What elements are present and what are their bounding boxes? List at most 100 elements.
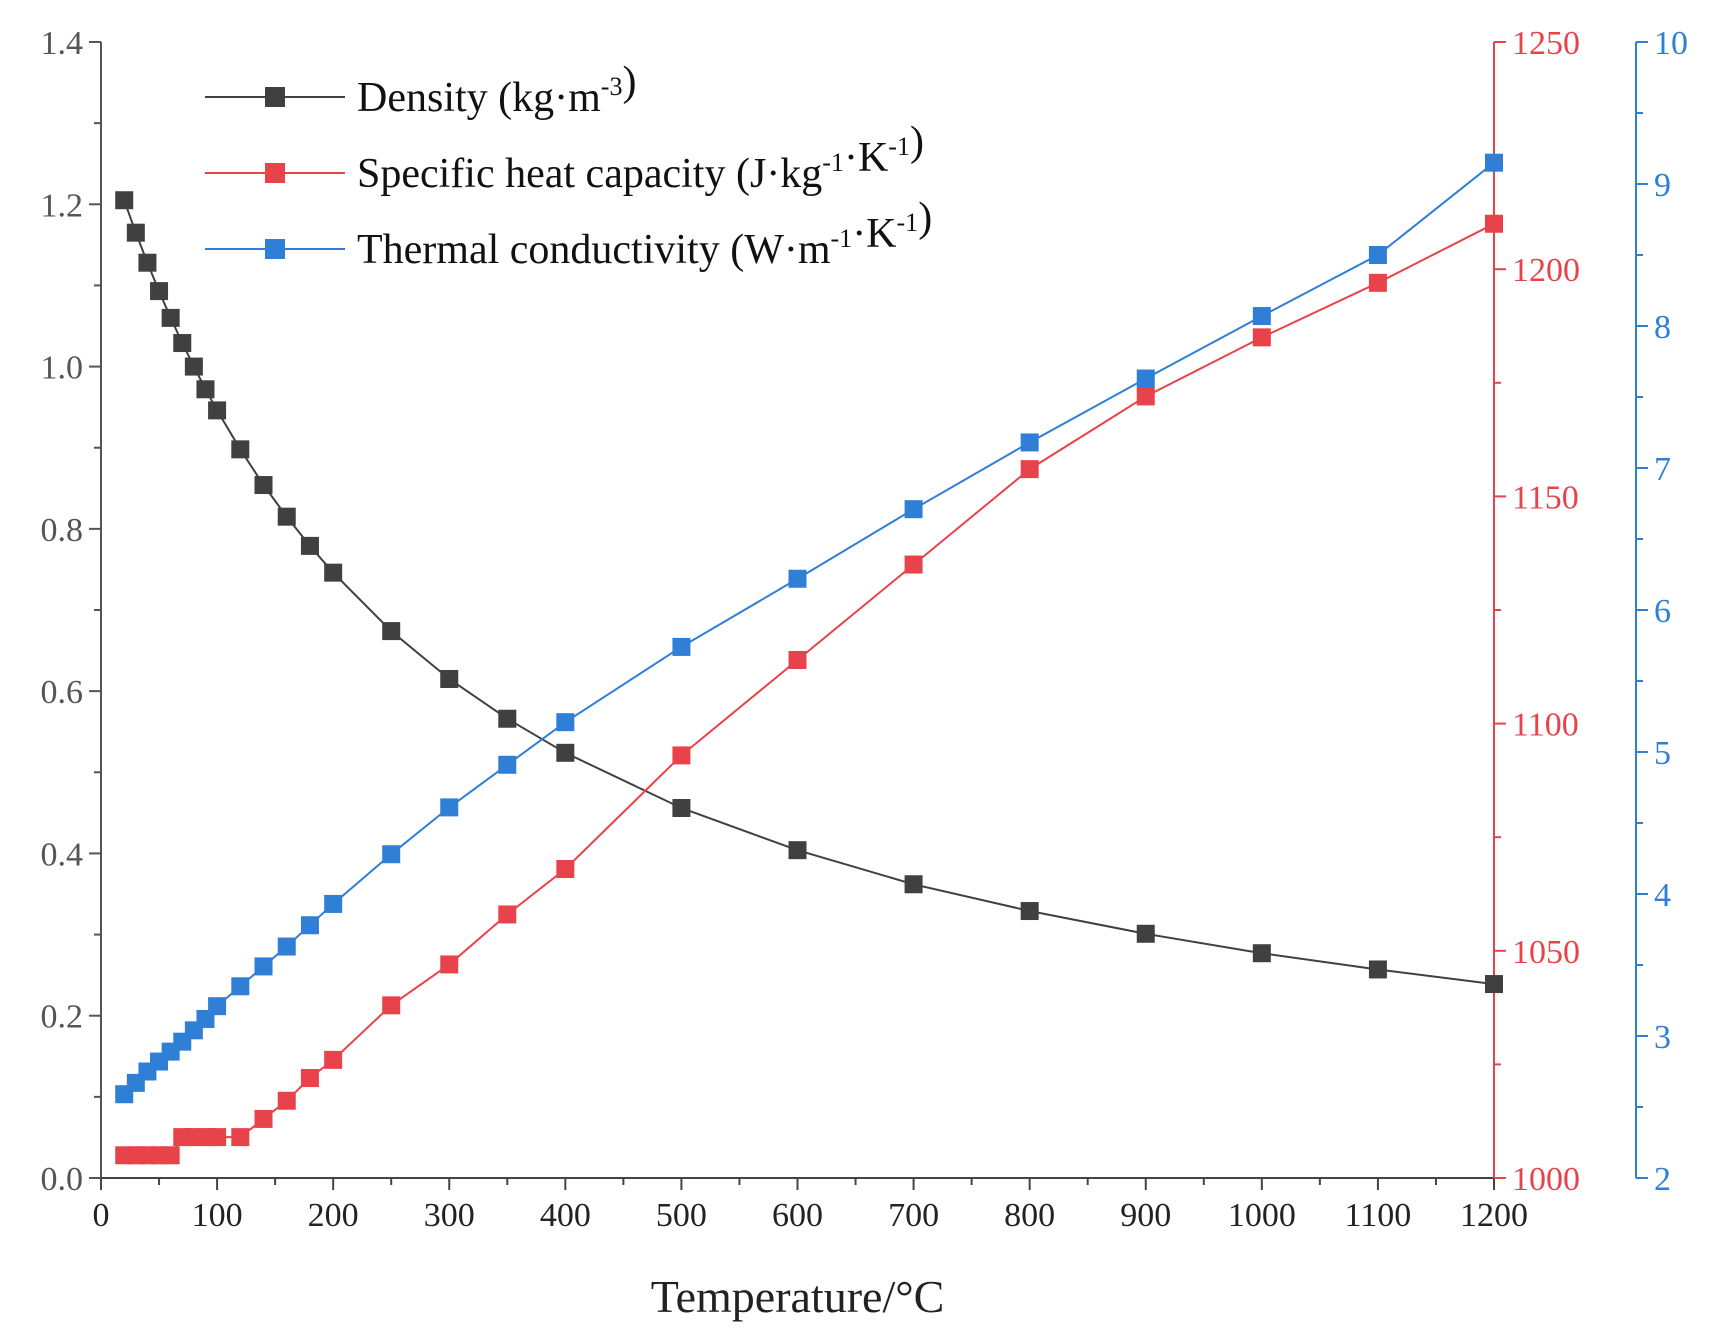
specific-heat-capacity-point: [161, 1146, 180, 1165]
density-point: [231, 440, 250, 459]
legend-superscript: -1: [822, 148, 844, 177]
density-point: [126, 223, 145, 242]
density-point: [173, 334, 192, 353]
thermal-conductivity-point: [1252, 307, 1271, 326]
x-axis-title: Temperature/°C: [651, 1271, 945, 1322]
density-line: [123, 199, 1495, 986]
x-tick-label: 1200: [1460, 1197, 1528, 1234]
thermal-conductivity-point: [324, 894, 343, 913]
specific-heat-capacity-point: [382, 996, 401, 1015]
specific-heat-capacity-point: [1485, 214, 1503, 233]
density-point: [788, 841, 807, 860]
thermal-conductivity-point: [1136, 369, 1155, 388]
thermal-conductivity-point: [300, 916, 319, 935]
legend-label-density: Density (kg·m-3): [357, 59, 636, 121]
density-point: [440, 669, 459, 688]
thermal-conductivity-point: [382, 845, 401, 864]
specific-heat-capacity-point: [1020, 460, 1039, 479]
thermal-conductivity-point: [277, 937, 296, 956]
y-left-tick-label: 0.8: [41, 512, 84, 549]
thermal-conductivity-point: [904, 500, 923, 519]
x-tick-label: 1100: [1345, 1197, 1412, 1234]
specific-heat-capacity-point: [556, 860, 575, 879]
thermal-conductivity-point: [1020, 433, 1039, 452]
specific-heat-capacity-point: [254, 1109, 273, 1128]
density-point: [672, 798, 691, 817]
y-right-heat-tick-label: 1250: [1512, 25, 1580, 62]
y-right-conductivity-tick-label: 10: [1654, 25, 1688, 62]
thermal-conductivity-point: [231, 977, 250, 996]
density-point: [1020, 902, 1039, 921]
y-right-conductivity-tick-label: 4: [1654, 877, 1671, 914]
thermal-conductivity-point: [788, 569, 807, 588]
legend-label-specific-heat-capacity: Specific heat capacity (J·kg-1·K-1): [357, 119, 924, 197]
density-point: [208, 401, 227, 420]
y-right-conductivity-tick-label: 7: [1654, 451, 1671, 488]
x-tick-label: 0: [93, 1197, 110, 1234]
legend-text-part: ·K: [852, 211, 896, 257]
y-right-heat-tick-label: 1150: [1512, 479, 1579, 516]
thermal-conductivity-point: [1485, 153, 1503, 172]
x-tick-label: 800: [1004, 1197, 1055, 1234]
density-point: [498, 709, 517, 728]
y-right-heat-tick-label: 1200: [1512, 252, 1580, 289]
thermal-conductivity-point: [1368, 246, 1387, 264]
density-point: [184, 357, 203, 376]
axes-layer: 0 100 200 300 400 500 600 700 800 900 1000 1100 1200…: [41, 25, 1689, 1234]
density-point: [556, 743, 575, 762]
density-point: [161, 308, 180, 327]
x-tick-label: 200: [308, 1197, 359, 1234]
specific-heat-capacity-point: [672, 746, 691, 765]
y-left-tick-label: 0.6: [41, 674, 84, 711]
specific-heat-capacity-point: [788, 650, 807, 669]
thermal-conductivity-point: [556, 713, 575, 732]
specific-heat-capacity-point: [440, 955, 459, 974]
y-right-conductivity-tick-label: 8: [1654, 309, 1671, 346]
density-point: [1136, 924, 1155, 943]
y-right-conductivity-tick-label: 2: [1654, 1161, 1671, 1198]
y-right-heat-tick-label: 1050: [1512, 934, 1580, 971]
y-left-tick-label: 1.2: [41, 187, 84, 224]
y-left-tick-label: 1.0: [41, 350, 84, 387]
y-left-tick-label: 0.2: [41, 999, 84, 1036]
legend-text-part: ·K: [844, 135, 888, 181]
legend-superscript: -1: [897, 208, 919, 237]
thermal-conductivity-point: [672, 637, 691, 656]
density-point: [904, 875, 923, 894]
legend-text-part: ): [622, 59, 636, 105]
y-left-tick-label: 0.4: [41, 836, 84, 873]
specific-heat-capacity-point: [231, 1128, 250, 1147]
thermal-conductivity-point: [208, 997, 227, 1016]
density-point: [115, 191, 134, 210]
x-tick-label: 300: [424, 1197, 475, 1234]
density-point: [1252, 944, 1271, 963]
specific-heat-capacity-point: [208, 1128, 227, 1147]
x-tick-label: 600: [772, 1197, 823, 1234]
density-point: [138, 253, 157, 272]
thermal-conductivity-line: [123, 161, 1495, 1095]
density-point: [196, 380, 215, 399]
y-right-conductivity-tick-label: 6: [1654, 593, 1671, 630]
x-tick-label: 700: [888, 1197, 939, 1234]
specific-heat-capacity-point: [1368, 273, 1387, 292]
legend-superscript: -3: [601, 72, 623, 101]
series-layer: [115, 153, 1503, 1165]
thermal-conductivity-point: [254, 957, 273, 976]
x-tick-label: 400: [540, 1197, 591, 1234]
legend-marker-specific-heat-capacity: [265, 163, 285, 183]
x-tick-label: 1000: [1228, 1197, 1296, 1234]
y-left-tick-label: 0.0: [41, 1161, 84, 1198]
legend-superscript: -1: [888, 132, 910, 161]
specific-heat-capacity-point: [277, 1091, 296, 1110]
specific-heat-capacity-point: [1252, 328, 1271, 347]
legend-marker-thermal-conductivity: [265, 239, 285, 259]
y-right-conductivity-tick-label: 5: [1654, 735, 1671, 772]
legend-text-part: ): [918, 195, 932, 241]
density-point: [382, 622, 401, 641]
density-point: [277, 507, 296, 526]
specific-heat-capacity-point: [300, 1069, 319, 1088]
specific-heat-capacity-point: [904, 555, 923, 574]
density-point: [324, 563, 343, 582]
specific-heat-capacity-point: [498, 905, 517, 924]
